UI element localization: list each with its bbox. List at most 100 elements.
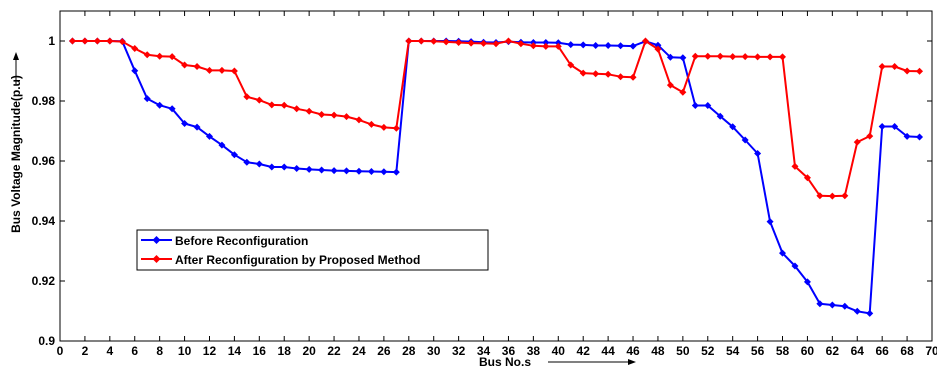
series-layer bbox=[68, 37, 924, 317]
data-point-after bbox=[118, 38, 126, 46]
legend-marker-before bbox=[152, 236, 161, 244]
data-point-after bbox=[903, 67, 911, 75]
data-point-after bbox=[592, 70, 600, 78]
data-point-after bbox=[853, 138, 861, 146]
data-point-before bbox=[318, 166, 326, 174]
data-point-after bbox=[467, 39, 475, 47]
legend-box bbox=[136, 229, 489, 271]
x-tick-label: 18 bbox=[278, 344, 292, 358]
x-tick-label: 4 bbox=[106, 344, 113, 358]
x-tick-label: 20 bbox=[302, 344, 316, 358]
data-point-after bbox=[255, 96, 263, 104]
data-point-after bbox=[305, 107, 313, 115]
data-point-after bbox=[442, 38, 450, 46]
data-point-before bbox=[367, 168, 375, 175]
data-point-after bbox=[554, 42, 562, 50]
x-tick-label: 2 bbox=[82, 344, 89, 358]
x-axis-label: Bus No.s bbox=[479, 355, 531, 369]
data-point-after bbox=[791, 162, 799, 170]
x-tick-label: 12 bbox=[203, 344, 217, 358]
x-tick-label: 52 bbox=[701, 344, 715, 358]
data-point-before bbox=[343, 167, 351, 175]
data-point-after bbox=[193, 63, 201, 70]
y-axis-arrow bbox=[13, 52, 19, 84]
data-point-before bbox=[828, 301, 836, 309]
x-tick-label: 16 bbox=[253, 344, 267, 358]
data-point-after bbox=[293, 105, 301, 113]
data-point-after bbox=[666, 81, 674, 89]
data-point-after bbox=[131, 45, 139, 52]
data-point-after bbox=[330, 111, 338, 119]
legend-label-after: After Reconfiguration by Proposed Method bbox=[175, 253, 420, 267]
y-tick-label: 1 bbox=[48, 34, 55, 48]
data-point-before bbox=[205, 132, 213, 140]
data-point-after bbox=[417, 37, 425, 45]
data-point-after bbox=[704, 52, 712, 60]
y-tick-label: 0.96 bbox=[32, 154, 56, 168]
data-point-before bbox=[916, 133, 924, 141]
x-tick-label: 30 bbox=[427, 344, 441, 358]
data-point-after bbox=[156, 52, 164, 60]
data-point-after bbox=[517, 40, 525, 48]
data-point-after bbox=[878, 63, 886, 70]
data-point-after bbox=[81, 37, 89, 45]
data-point-after bbox=[405, 37, 413, 45]
data-point-before bbox=[903, 132, 911, 140]
data-point-before bbox=[380, 168, 388, 176]
data-point-before bbox=[255, 160, 263, 168]
data-point-before bbox=[181, 120, 189, 127]
data-point-after bbox=[604, 70, 612, 78]
data-point-after bbox=[268, 101, 276, 109]
data-point-before bbox=[355, 167, 363, 175]
x-tick-label: 48 bbox=[651, 344, 665, 358]
data-point-before bbox=[779, 249, 787, 257]
data-point-after bbox=[318, 111, 326, 118]
data-point-after bbox=[492, 40, 500, 48]
data-point-after bbox=[280, 101, 288, 109]
x-tick-label: 14 bbox=[228, 344, 242, 358]
data-point-before bbox=[816, 300, 824, 308]
data-point-after bbox=[816, 192, 824, 200]
data-point-before bbox=[891, 123, 899, 130]
data-point-before bbox=[243, 158, 251, 166]
x-tick-label: 24 bbox=[352, 344, 366, 358]
data-point-after bbox=[392, 124, 400, 132]
data-point-after bbox=[343, 113, 351, 121]
data-point-after bbox=[567, 61, 575, 69]
data-point-after bbox=[106, 37, 114, 45]
data-point-after bbox=[866, 132, 874, 140]
x-tick-label: 0 bbox=[57, 344, 64, 358]
data-point-before bbox=[542, 39, 550, 46]
data-point-after bbox=[380, 123, 388, 131]
data-point-after bbox=[766, 53, 774, 61]
data-point-after bbox=[504, 37, 512, 45]
data-point-before bbox=[754, 150, 762, 157]
data-point-before bbox=[330, 167, 338, 175]
x-tick-label: 38 bbox=[527, 344, 541, 358]
y-tick-label: 0.92 bbox=[32, 274, 56, 288]
data-point-after bbox=[741, 53, 749, 61]
data-point-after bbox=[916, 67, 924, 75]
data-point-after bbox=[243, 93, 251, 101]
plot-area bbox=[59, 10, 933, 342]
data-point-before bbox=[866, 309, 874, 317]
x-tick-label: 42 bbox=[577, 344, 591, 358]
data-point-before bbox=[741, 136, 749, 144]
legend: Before Reconfiguration After Reconfigura… bbox=[136, 229, 489, 271]
data-point-before bbox=[592, 42, 600, 49]
data-point-after bbox=[828, 192, 836, 200]
x-tick-label: 62 bbox=[826, 344, 840, 358]
x-tick-label: 34 bbox=[477, 344, 491, 358]
data-point-before bbox=[704, 102, 712, 109]
legend-marker-after bbox=[152, 255, 161, 263]
data-point-before bbox=[554, 39, 562, 47]
data-point-after bbox=[143, 51, 151, 59]
data-point-after bbox=[168, 53, 176, 61]
data-point-after bbox=[754, 53, 762, 61]
x-tick-label: 50 bbox=[676, 344, 690, 358]
data-point-after bbox=[181, 61, 189, 69]
data-point-before bbox=[579, 41, 587, 49]
data-point-before bbox=[156, 101, 164, 109]
x-tick-label: 22 bbox=[327, 344, 341, 358]
x-tick-label: 54 bbox=[726, 344, 740, 358]
